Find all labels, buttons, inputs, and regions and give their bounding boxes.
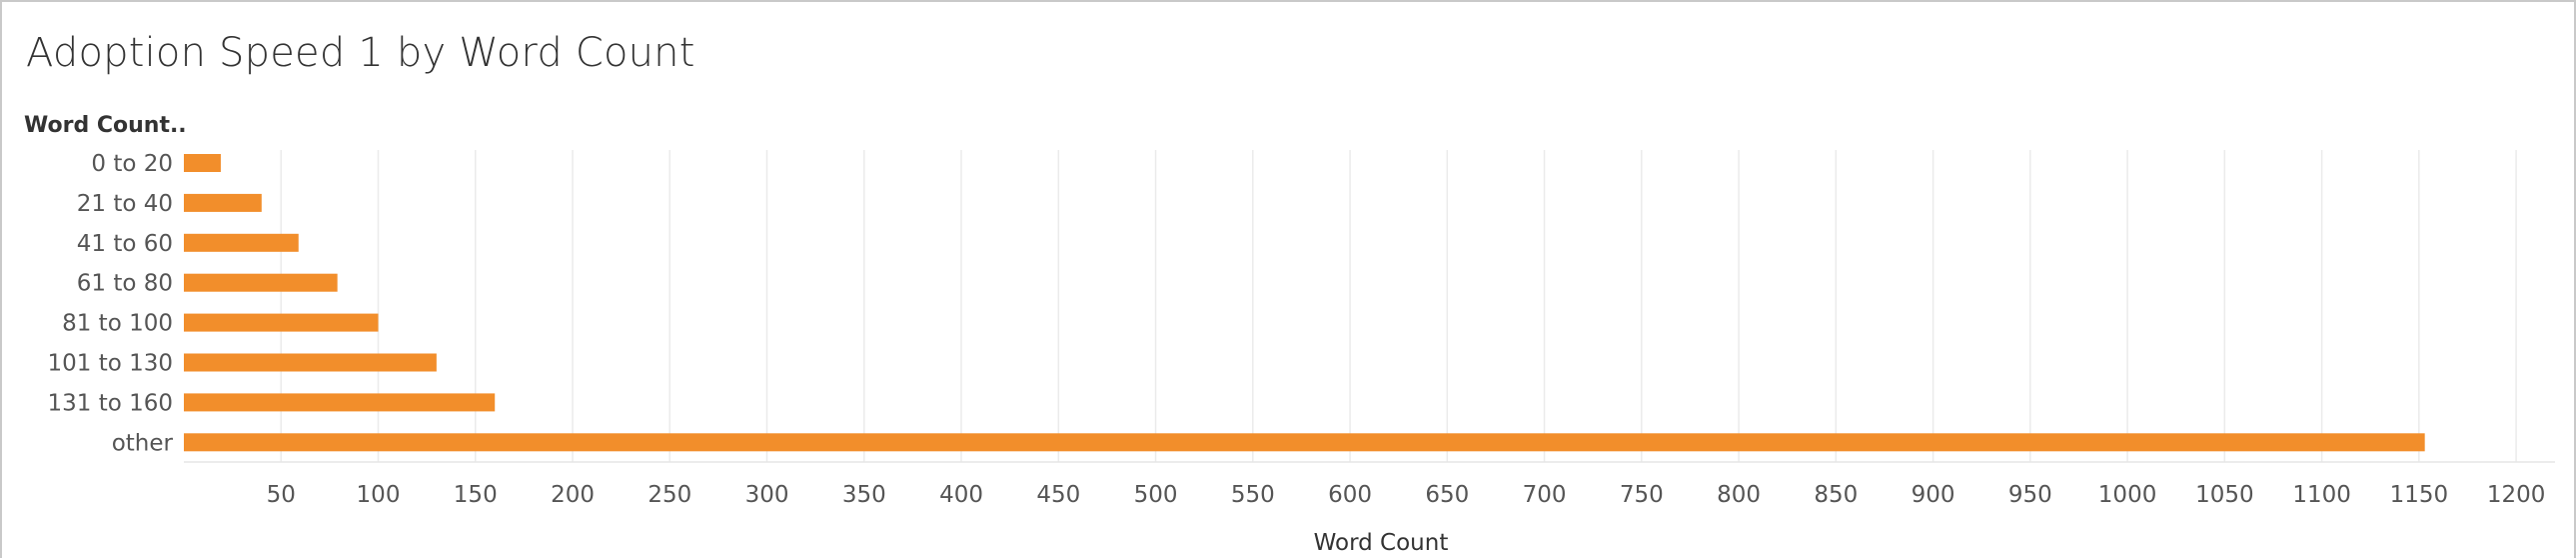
x-tick-label: 650 xyxy=(1425,482,1469,508)
x-tick-labels: 50 100 150 200 250 300 350 400 450 500 550 600 650 70… xyxy=(267,482,2546,508)
y-axis-header: Word Count.. xyxy=(24,113,187,138)
x-tick-label: 1100 xyxy=(2292,482,2351,508)
bar[interactable] xyxy=(184,154,221,172)
bar[interactable] xyxy=(184,393,496,412)
x-tick-label: 1000 xyxy=(2098,482,2157,508)
x-tick-label: 200 xyxy=(551,482,595,508)
x-tick-label: 750 xyxy=(1620,482,1664,508)
bar[interactable] xyxy=(184,353,437,372)
x-tick-label: 600 xyxy=(1328,482,1372,508)
x-tick-label: 250 xyxy=(647,482,691,508)
x-axis-title: Word Count xyxy=(1314,530,1449,556)
category-label: 131 to 160 xyxy=(47,390,173,416)
x-tick-label: 350 xyxy=(842,482,886,508)
x-tick-label: 400 xyxy=(939,482,983,508)
bar[interactable] xyxy=(184,313,379,332)
x-tick-label: 700 xyxy=(1523,482,1567,508)
category-label: 41 to 60 xyxy=(77,231,173,257)
chart-title: Adoption Speed 1 by Word Count xyxy=(26,30,695,76)
x-tick-label: 450 xyxy=(1036,482,1080,508)
bar[interactable] xyxy=(184,273,338,292)
category-labels: 0 to 20 21 to 40 41 to 60 61 to 80 81 to 100… xyxy=(47,151,173,456)
category-label: 21 to 40 xyxy=(77,191,173,217)
category-label: 81 to 100 xyxy=(62,311,173,337)
category-label: 101 to 130 xyxy=(47,351,173,377)
x-tick-label: 950 xyxy=(2008,482,2052,508)
x-tick-label: 1200 xyxy=(2487,482,2546,508)
bar[interactable] xyxy=(184,233,299,252)
x-tick-label: 550 xyxy=(1231,482,1275,508)
x-tick-label: 500 xyxy=(1134,482,1178,508)
x-tick-label: 800 xyxy=(1717,482,1761,508)
x-tick-label: 100 xyxy=(357,482,401,508)
category-label: 0 to 20 xyxy=(91,151,173,177)
x-tick-label: 300 xyxy=(745,482,789,508)
x-tick-label: 1050 xyxy=(2195,482,2254,508)
x-tick-label: 150 xyxy=(454,482,498,508)
x-tick-label: 1150 xyxy=(2390,482,2449,508)
bars xyxy=(184,154,2425,452)
x-tick-label: 850 xyxy=(1814,482,1858,508)
x-tick-label: 900 xyxy=(1912,482,1955,508)
bar[interactable] xyxy=(184,433,2425,452)
x-tick-label: 50 xyxy=(267,482,296,508)
category-label: other xyxy=(112,430,174,456)
category-label: 61 to 80 xyxy=(77,271,173,297)
grid-lines xyxy=(280,150,2517,462)
bar[interactable] xyxy=(184,193,262,212)
